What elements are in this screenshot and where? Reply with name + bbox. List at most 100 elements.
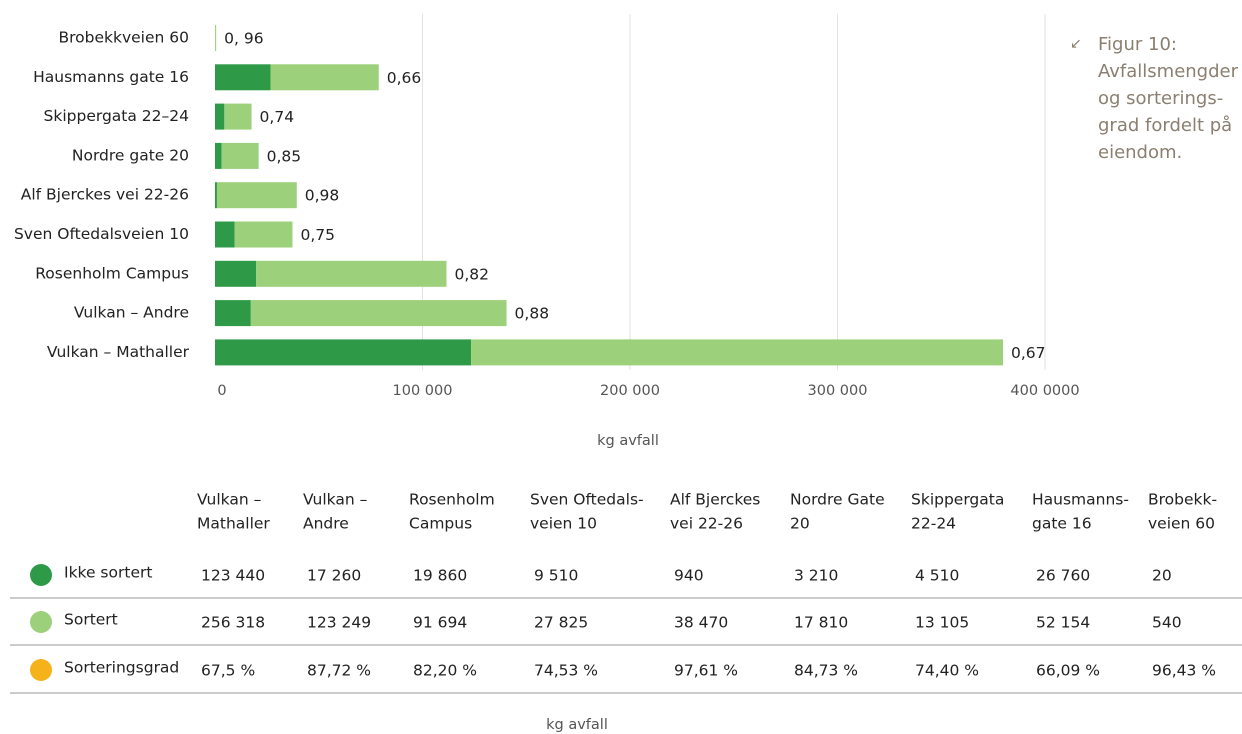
table-cell: 87,72 % [307, 662, 371, 680]
table-header: Rosenholm [409, 491, 495, 509]
table-header: Vulkan – [303, 491, 367, 509]
bar-segment [215, 103, 225, 130]
y-tick-label: Rosenholm Campus [35, 264, 189, 282]
bar-segment [215, 142, 222, 169]
table-cell: 19 860 [413, 567, 467, 585]
x-tick-label: 400 0000 [1010, 383, 1079, 399]
table-header: Sven Oftedals- [530, 491, 644, 509]
table-header: Nordre Gate [790, 491, 885, 509]
bar-segment [215, 64, 271, 91]
table-header: Skippergata [911, 491, 1004, 509]
x-tick-label: 300 000 [808, 383, 868, 399]
table-cell: 13 105 [915, 614, 969, 632]
table-cell: 17 810 [794, 614, 848, 632]
table-cell: 96,43 % [1152, 662, 1216, 680]
table-cell: 74,53 % [534, 662, 598, 680]
bar-segment [215, 300, 251, 327]
x-tick-label: 200 000 [600, 383, 660, 399]
table-cell: 3 210 [794, 567, 838, 585]
table-header: veien 10 [530, 515, 597, 533]
data-label: 0, 96 [224, 30, 263, 48]
data-label: 0,88 [515, 305, 550, 323]
table-cell: 20 [1152, 567, 1172, 585]
bar-segment [250, 300, 507, 327]
bar-segment [224, 103, 252, 130]
table-cell: 17 260 [307, 567, 361, 585]
bar-segment [215, 182, 217, 209]
table-cell: 123 249 [307, 614, 371, 632]
bar-segment [270, 64, 379, 91]
table-cell: 82,20 % [413, 662, 477, 680]
table-cell: 38 470 [674, 614, 728, 632]
caption-line: grad fordelt på [1098, 115, 1232, 136]
table-header: 20 [790, 515, 810, 533]
table-cell: 256 318 [201, 614, 265, 632]
data-label: 0,67 [1011, 344, 1046, 362]
bar-segment [215, 339, 472, 366]
data-label: 0,98 [305, 187, 340, 205]
table-cell: 97,61 % [674, 662, 738, 680]
y-tick-label: Alf Bjerckes vei 22-26 [21, 186, 189, 204]
legend-dot [30, 564, 52, 586]
table-header: gate 16 [1032, 515, 1092, 533]
table-cell: 52 154 [1036, 614, 1090, 632]
table-header: Brobekk- [1148, 491, 1217, 509]
caption-line: Avfallsmengder [1098, 61, 1239, 82]
bar-segment [256, 260, 447, 287]
data-label: 0,85 [267, 147, 302, 165]
table-cell: 91 694 [413, 614, 467, 632]
row-label: Ikke sortert [64, 564, 152, 582]
table-cell: 4 510 [915, 567, 959, 585]
legend-dot [30, 659, 52, 681]
x-axis-label: kg avfall [597, 433, 659, 449]
table-header: 22-24 [911, 515, 956, 533]
table-cell: 26 760 [1036, 567, 1090, 585]
table-header: Vulkan – [197, 491, 261, 509]
x-tick-label: 0 [217, 383, 226, 399]
legend-dot [30, 611, 52, 633]
caption-line: eiendom. [1098, 142, 1182, 163]
data-label: 0,82 [454, 265, 489, 283]
y-tick-label: Sven Oftedalsveien 10 [14, 225, 189, 243]
row-label: Sorteringsgrad [64, 659, 179, 677]
table-header: Hausmanns- [1032, 491, 1129, 509]
data-label: 0,75 [300, 226, 335, 244]
bar-segment [221, 142, 259, 169]
table-header: Mathaller [197, 515, 270, 533]
bar-segment [234, 221, 293, 248]
table-cell: 84,73 % [794, 662, 858, 680]
y-tick-label: Vulkan – Andre [74, 304, 189, 322]
bar-segment [215, 260, 257, 287]
caption-line: og sorterings- [1098, 88, 1223, 109]
caption-line: Figur 10: [1098, 34, 1177, 55]
bar-segment [215, 221, 235, 248]
table-cell: 67,5 % [201, 662, 255, 680]
row-label: Sortert [64, 611, 118, 629]
bar-segment [471, 339, 1003, 366]
bar-segment [216, 182, 297, 209]
table-header: veien 60 [1148, 515, 1215, 533]
table-header: Andre [303, 515, 349, 533]
y-tick-label: Nordre gate 20 [72, 146, 189, 164]
y-tick-label: Brobekkveien 60 [58, 29, 189, 47]
table-cell: 27 825 [534, 614, 588, 632]
table-cell: 540 [1152, 614, 1182, 632]
caption-arrow: ↙ [1070, 36, 1082, 52]
table-header: Alf Bjerckes [670, 491, 760, 509]
table-cell: 66,09 % [1036, 662, 1100, 680]
table-footer: kg avfall [546, 717, 608, 733]
x-tick-label: 100 000 [393, 383, 453, 399]
table-header: Campus [409, 515, 472, 533]
table-cell: 940 [674, 567, 704, 585]
bar-segment [215, 25, 217, 51]
data-label: 0,66 [387, 69, 422, 87]
table-cell: 123 440 [201, 567, 265, 585]
data-label: 0,74 [260, 108, 295, 126]
table-header: vei 22-26 [670, 515, 743, 533]
table-cell: 74,40 % [915, 662, 979, 680]
table-cell: 9 510 [534, 567, 578, 585]
y-tick-label: Hausmanns gate 16 [33, 68, 189, 86]
y-tick-label: Vulkan – Mathaller [47, 343, 190, 361]
y-tick-label: Skippergata 22–24 [44, 107, 189, 125]
